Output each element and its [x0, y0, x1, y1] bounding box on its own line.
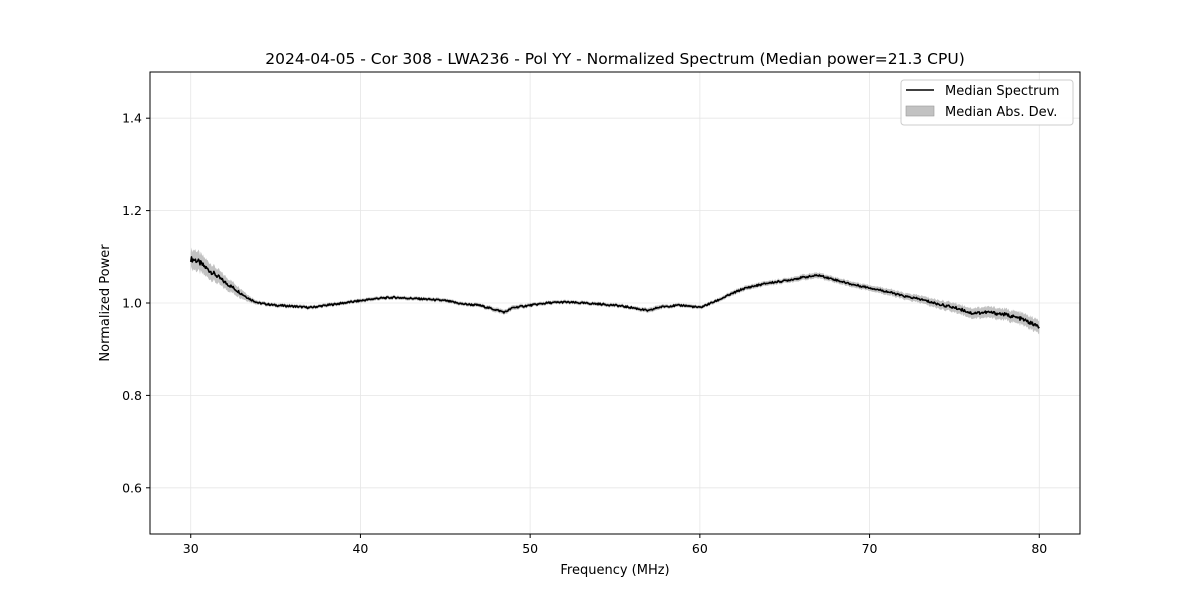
legend-mad-swatch — [905, 105, 935, 117]
median-spectrum-line — [189, 256, 1040, 329]
chart-title: 2024-04-05 - Cor 308 - LWA236 - Pol YY -… — [265, 50, 965, 68]
x-axis-ticks: 30 40 50 60 70 80 — [183, 534, 1047, 556]
y-tick-label: 0.6 — [122, 480, 142, 495]
legend-median-label: Median Spectrum — [945, 84, 1059, 99]
legend: Median Spectrum Median Abs. Dev. — [900, 79, 1074, 126]
x-tick-label: 80 — [1031, 541, 1047, 556]
y-tick-label: 1.4 — [122, 111, 142, 126]
y-axis-label: Normalized Power — [98, 244, 113, 362]
y-tick-label: 0.8 — [122, 388, 142, 403]
legend-box — [900, 79, 1074, 126]
x-tick-label: 60 — [692, 541, 708, 556]
x-tick-label: 70 — [862, 541, 878, 556]
x-tick-label: 50 — [522, 541, 538, 556]
y-tick-label: 1.0 — [122, 296, 142, 311]
x-tick-label: 40 — [352, 541, 368, 556]
y-tick-label: 1.2 — [122, 203, 142, 218]
mad-band — [190, 247, 1040, 335]
y-axis-ticks: 0.6 0.8 1.0 1.2 1.4 — [122, 111, 150, 495]
x-axis-label: Frequency (MHz) — [560, 563, 669, 578]
x-tick-label: 30 — [183, 541, 199, 556]
legend-mad-label: Median Abs. Dev. — [945, 105, 1057, 120]
